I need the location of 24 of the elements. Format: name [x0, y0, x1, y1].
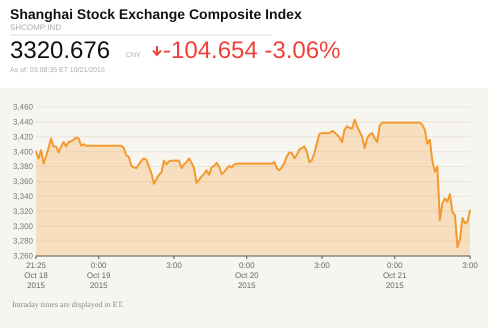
y-tick-label: 3,400 [12, 147, 34, 156]
chart-title: Shanghai Stock Exchange Composite Index [10, 6, 302, 22]
x-tick-label: 21:25 Oct 18 2015 [24, 261, 48, 290]
y-tick-label: 3,440 [12, 117, 34, 126]
text: 3320.676 [10, 37, 110, 64]
y-tick-label: 3,380 [12, 162, 34, 172]
y-tick-label: 3,280 [12, 236, 34, 246]
y-tick-label: 3,300 [12, 222, 34, 231]
text: -104.654 [163, 37, 258, 64]
x-tick-label: 3:00 [166, 261, 182, 270]
y-tick-label: 3,340 [12, 192, 34, 201]
y-tick-label: 3,420 [12, 132, 34, 142]
text: Intraday times are displayed in ET. [12, 300, 124, 309]
x-tick-label: 0:00 Oct 19 2015 [86, 261, 112, 290]
y-tick-label: 3,460 [12, 102, 34, 112]
x-tick-label: 3:00 [314, 261, 330, 270]
y-tick-label: 3,320 [12, 206, 34, 216]
text: -3.06% [264, 37, 340, 64]
y-tick-label: 3,360 [12, 177, 34, 186]
x-tick-label: 0:00 Oct 21 2015 [382, 261, 408, 290]
x-tick-label: 3:00 [462, 261, 478, 270]
x-tick-label: 0:00 Oct 20 2015 [234, 261, 260, 290]
chart-subtitle: SHCOMP:IND [10, 23, 62, 32]
y-tick-label: 3,260 [12, 252, 34, 261]
